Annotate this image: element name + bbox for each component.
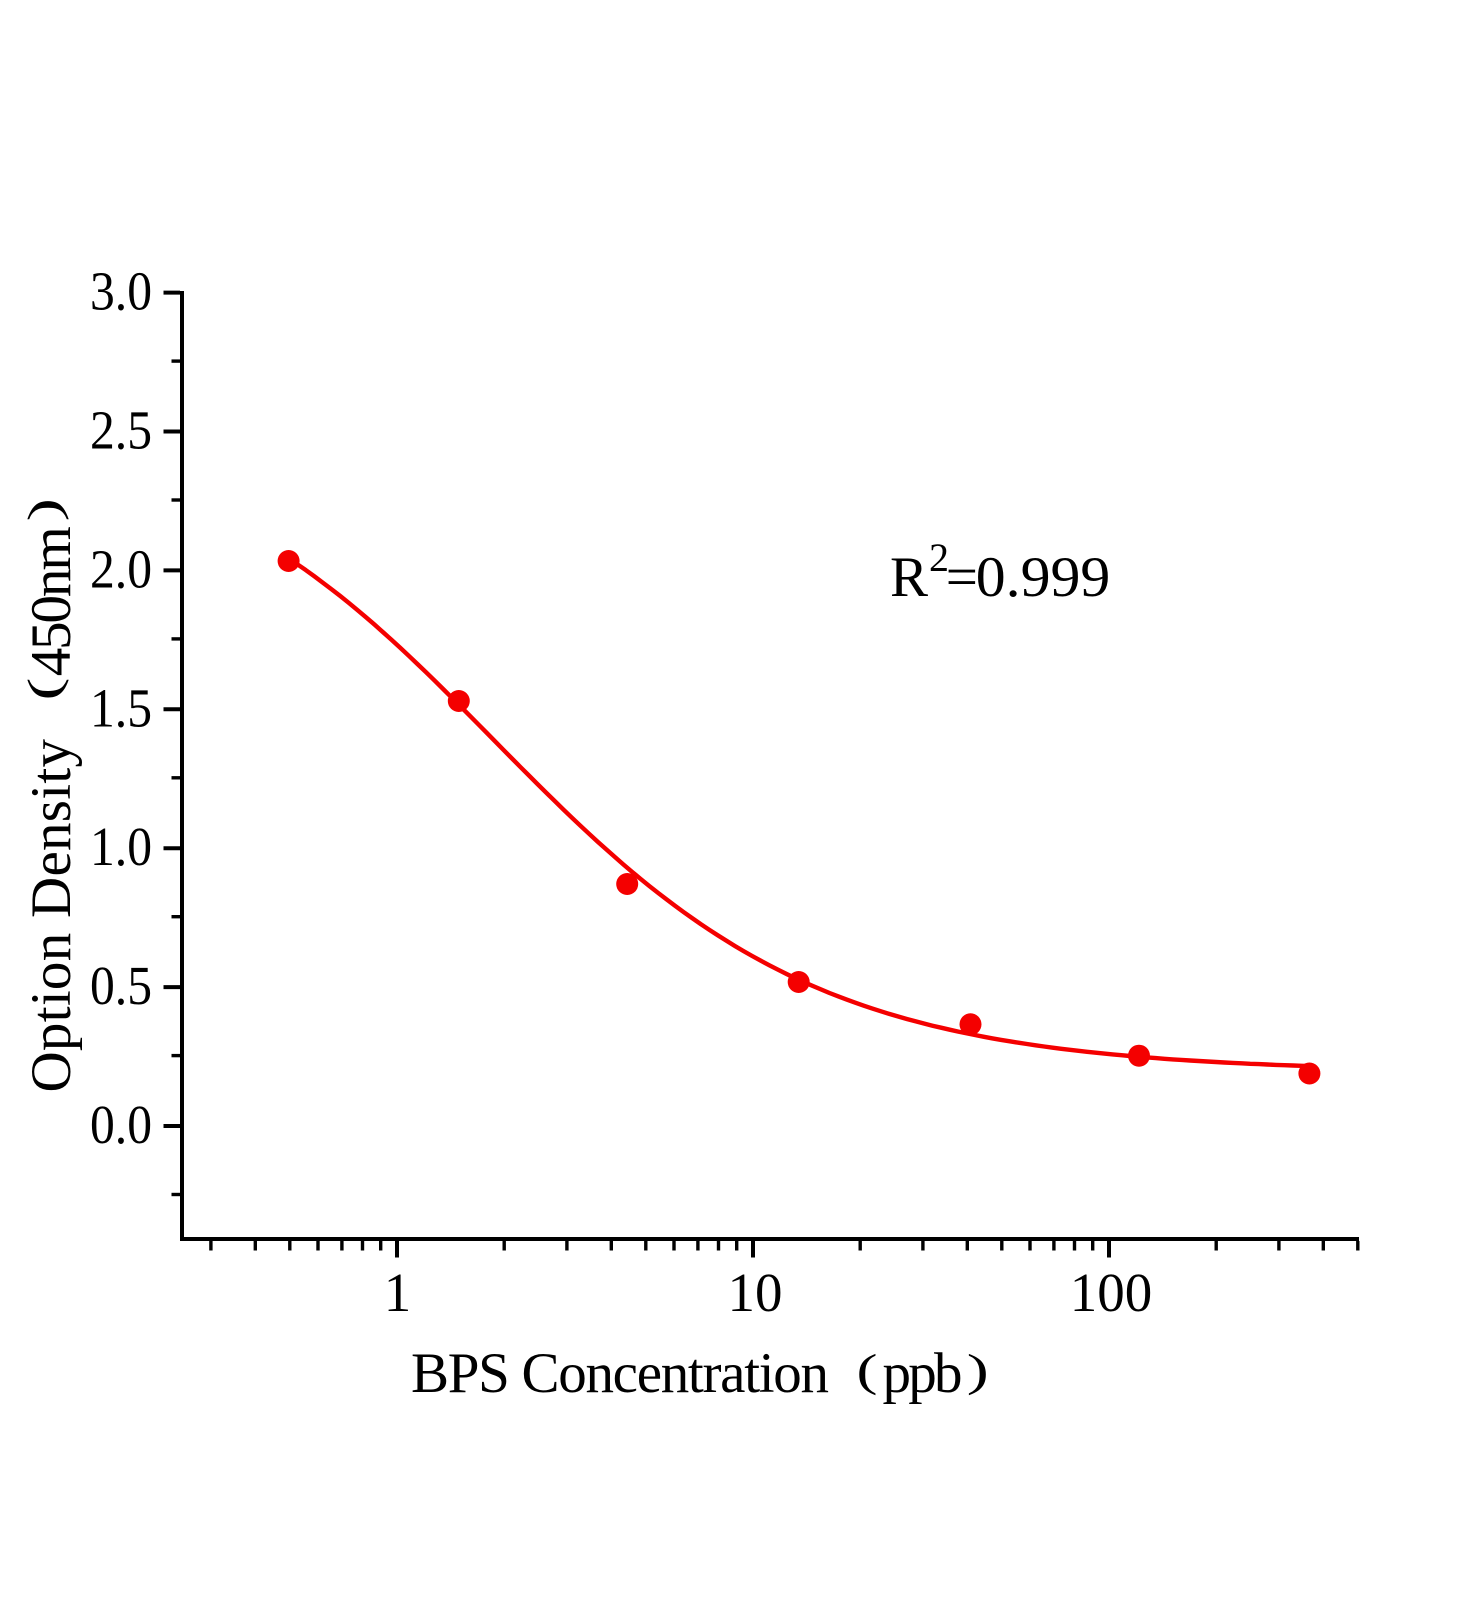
svg-text:10: 10 <box>728 1262 783 1323</box>
svg-text:(: ( <box>18 678 69 701</box>
svg-text:3.0: 3.0 <box>90 261 152 322</box>
svg-text:0.0: 0.0 <box>90 1094 152 1155</box>
svg-text:0.5: 0.5 <box>90 955 152 1016</box>
svg-text:1.0: 1.0 <box>90 816 152 877</box>
svg-text:2.0: 2.0 <box>90 538 152 599</box>
svg-text:Option Density: Option Density <box>20 739 83 1093</box>
svg-text:2.5: 2.5 <box>90 400 152 461</box>
svg-text:): ) <box>18 498 69 522</box>
svg-text:0.999: 0.999 <box>976 546 1111 609</box>
svg-text:): ) <box>967 1345 989 1396</box>
svg-text:=: = <box>946 546 978 609</box>
svg-text:BPS Concentration: BPS Concentration <box>411 1342 829 1405</box>
svg-text:1: 1 <box>384 1262 412 1323</box>
svg-text:450nm: 450nm <box>20 526 83 676</box>
svg-text:ppb: ppb <box>883 1342 963 1405</box>
svg-text:100: 100 <box>1070 1262 1153 1323</box>
svg-text:1.5: 1.5 <box>90 677 152 738</box>
svg-text:(: ( <box>857 1345 878 1396</box>
